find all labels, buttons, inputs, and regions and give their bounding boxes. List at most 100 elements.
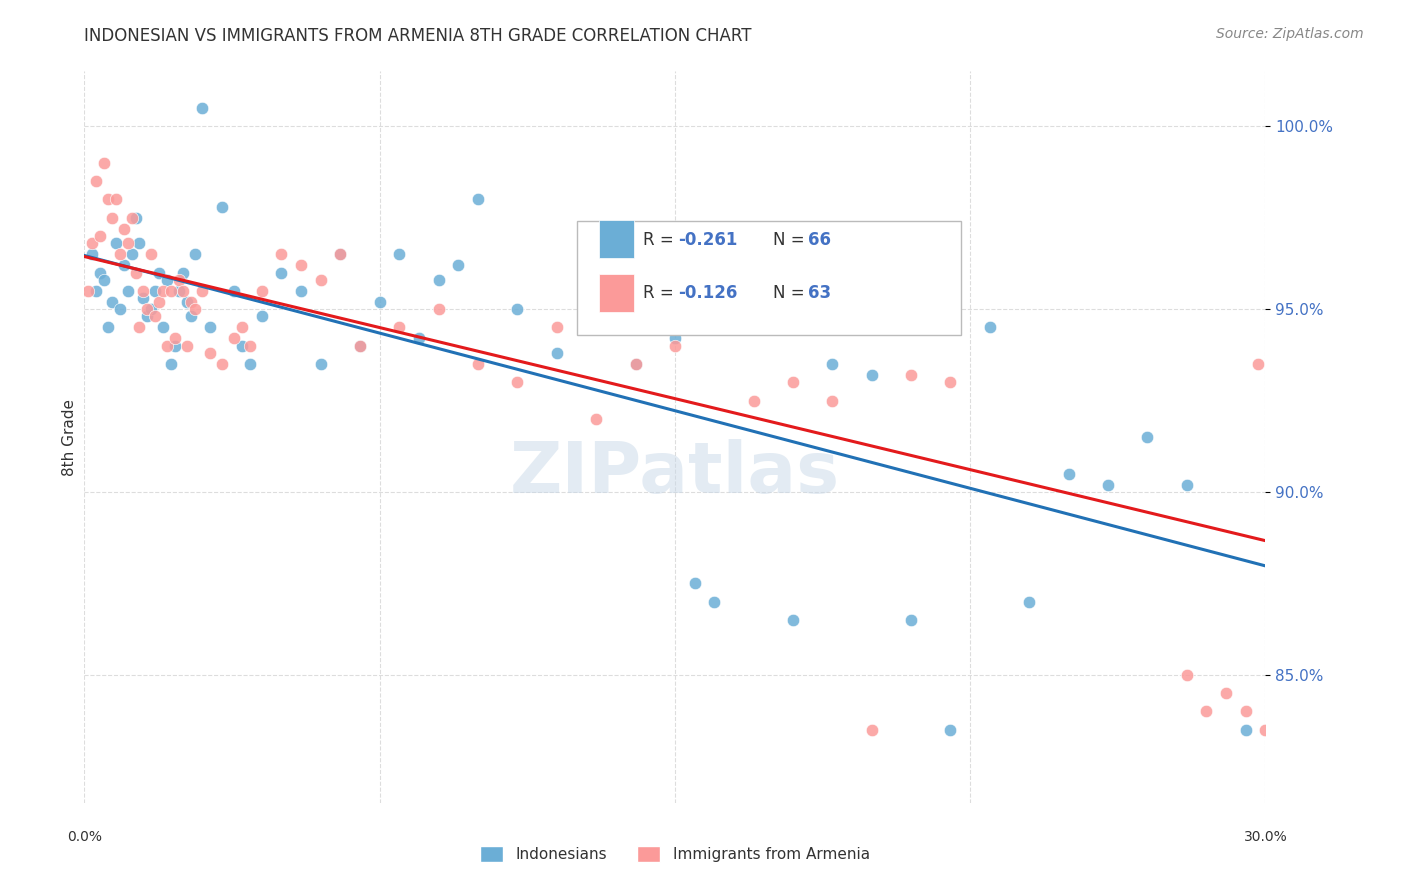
Point	[136, 302, 159, 317]
Point	[117, 284, 139, 298]
Point	[349, 339, 371, 353]
Point	[723, 320, 745, 334]
Point	[506, 302, 529, 317]
Point	[1175, 668, 1198, 682]
Point	[703, 595, 725, 609]
Point	[388, 320, 411, 334]
Point	[270, 266, 292, 280]
Point	[112, 258, 135, 272]
Point	[782, 613, 804, 627]
Point	[368, 294, 391, 309]
Point	[136, 310, 159, 324]
Point	[84, 284, 107, 298]
Point	[121, 247, 143, 261]
Point	[108, 247, 131, 261]
Point	[156, 339, 179, 353]
Point	[349, 339, 371, 353]
Text: 66: 66	[808, 231, 831, 249]
Point	[1234, 705, 1257, 719]
Point	[128, 320, 150, 334]
Text: R =: R =	[643, 231, 679, 249]
Point	[77, 284, 100, 298]
Point	[152, 284, 174, 298]
Text: ZIPatlas: ZIPatlas	[510, 439, 839, 508]
Point	[108, 302, 131, 317]
Legend: Indonesians, Immigrants from Armenia: Indonesians, Immigrants from Armenia	[474, 840, 876, 868]
Point	[183, 302, 205, 317]
Point	[89, 266, 111, 280]
Point	[664, 331, 686, 345]
Point	[427, 273, 450, 287]
Point	[1097, 477, 1119, 491]
Point	[546, 320, 568, 334]
Point	[172, 266, 194, 280]
Point	[900, 368, 922, 382]
Y-axis label: 8th Grade: 8th Grade	[62, 399, 77, 475]
Point	[1263, 376, 1285, 390]
FancyBboxPatch shape	[599, 219, 634, 258]
Point	[270, 247, 292, 261]
Point	[167, 273, 190, 287]
Point	[143, 284, 166, 298]
Point	[172, 284, 194, 298]
Point	[211, 200, 233, 214]
Point	[101, 211, 124, 225]
Point	[121, 211, 143, 225]
Point	[585, 412, 607, 426]
Point	[132, 284, 155, 298]
Point	[1234, 723, 1257, 737]
FancyBboxPatch shape	[599, 274, 634, 312]
Point	[467, 193, 489, 207]
Point	[148, 294, 170, 309]
Point	[183, 247, 205, 261]
Point	[89, 229, 111, 244]
Point	[160, 357, 183, 371]
Point	[112, 221, 135, 235]
Point	[104, 236, 127, 251]
Point	[222, 284, 245, 298]
Point	[180, 310, 202, 324]
Point	[167, 284, 190, 298]
Point	[143, 310, 166, 324]
Point	[1136, 430, 1159, 444]
Point	[1057, 467, 1080, 481]
Point	[467, 357, 489, 371]
Point	[141, 247, 163, 261]
Point	[211, 357, 233, 371]
Point	[703, 302, 725, 317]
Point	[128, 236, 150, 251]
Point	[742, 302, 765, 317]
Point	[160, 284, 183, 298]
FancyBboxPatch shape	[576, 221, 960, 334]
Text: R =: R =	[643, 284, 679, 302]
Point	[84, 174, 107, 188]
Point	[163, 331, 186, 345]
Point	[664, 339, 686, 353]
Point	[309, 357, 332, 371]
Point	[200, 320, 222, 334]
Point	[860, 723, 883, 737]
Point	[239, 357, 262, 371]
Point	[506, 376, 529, 390]
Point	[624, 357, 647, 371]
Point	[93, 273, 115, 287]
Point	[180, 294, 202, 309]
Point	[309, 273, 332, 287]
Text: N =: N =	[773, 284, 810, 302]
Point	[124, 211, 146, 225]
Point	[101, 294, 124, 309]
Point	[1018, 595, 1040, 609]
Text: Source: ZipAtlas.com: Source: ZipAtlas.com	[1216, 27, 1364, 41]
Point	[97, 320, 120, 334]
Point	[93, 156, 115, 170]
Text: -0.261: -0.261	[679, 231, 738, 249]
Point	[152, 320, 174, 334]
Point	[250, 310, 273, 324]
Point	[1254, 723, 1277, 737]
Point	[408, 331, 430, 345]
Point	[231, 339, 253, 353]
Point	[104, 193, 127, 207]
Point	[939, 376, 962, 390]
Point	[82, 247, 104, 261]
Point	[1195, 705, 1218, 719]
